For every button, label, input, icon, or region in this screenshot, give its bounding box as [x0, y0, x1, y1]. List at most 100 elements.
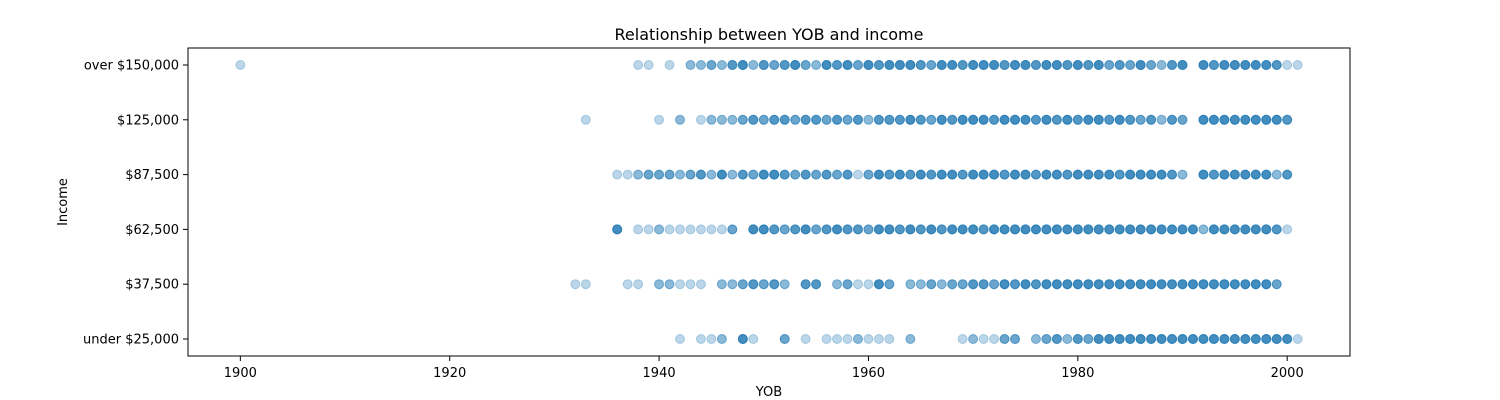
scatter-point — [1051, 224, 1062, 235]
scatter-point — [1051, 169, 1062, 180]
scatter-point — [737, 334, 748, 344]
scatter-point — [1114, 114, 1125, 125]
scatter-point — [1020, 279, 1031, 290]
scatter-point — [758, 224, 769, 235]
scatter-point — [769, 279, 780, 290]
scatter-point — [1051, 60, 1062, 70]
scatter-point — [1198, 114, 1209, 125]
scatter-point — [1261, 279, 1272, 290]
scatter-point — [633, 169, 644, 180]
scatter-point — [968, 169, 979, 180]
scatter-point — [1229, 114, 1240, 125]
scatter-point — [1010, 60, 1021, 70]
scatter-point — [863, 334, 874, 344]
scatter-point — [926, 60, 937, 70]
scatter-point — [1041, 60, 1052, 70]
scatter-point — [1282, 114, 1293, 125]
scatter-point — [1030, 114, 1041, 125]
scatter-point — [1062, 334, 1073, 344]
scatter-point — [863, 114, 874, 125]
scatter-point — [1177, 60, 1188, 70]
scatter-point — [884, 60, 895, 70]
scatter-point — [758, 169, 769, 180]
scatter-point — [1240, 279, 1251, 290]
scatter-point — [884, 169, 895, 180]
scatter-point — [852, 334, 863, 344]
scatter-point — [727, 114, 738, 125]
scatter-point — [1219, 334, 1230, 344]
scatter-point — [1250, 279, 1261, 290]
scatter-point — [1083, 224, 1094, 235]
scatter-point — [1114, 114, 1125, 125]
scatter-point — [1083, 279, 1094, 290]
scatter-point — [1041, 279, 1052, 290]
scatter-point — [821, 114, 832, 125]
scatter-point — [915, 169, 926, 180]
scatter-point — [1020, 224, 1031, 235]
scatter-point — [1125, 60, 1136, 70]
scatter-point — [905, 114, 916, 125]
scatter-point — [1125, 169, 1136, 180]
scatter-point — [999, 114, 1010, 125]
scatter-point — [748, 114, 759, 125]
scatter-point — [1229, 60, 1240, 70]
scatter-point — [968, 279, 979, 290]
scatter-point — [716, 169, 727, 180]
scatter-point — [1051, 279, 1062, 290]
scatter-point — [1114, 279, 1125, 290]
scatter-point — [1020, 169, 1031, 180]
scatter-point — [915, 60, 926, 70]
scatter-point — [999, 279, 1010, 290]
scatter-point — [1261, 114, 1272, 125]
scatter-point — [1093, 334, 1104, 344]
scatter-point — [769, 279, 780, 290]
scatter-point — [811, 169, 822, 180]
scatter-point — [695, 114, 706, 125]
scatter-point — [936, 169, 947, 180]
scatter-point — [1093, 279, 1104, 290]
scatter-point — [779, 279, 790, 290]
scatter-point — [1229, 279, 1240, 290]
scatter-point — [1208, 334, 1219, 344]
scatter-point — [1250, 60, 1261, 70]
scatter-point — [1198, 60, 1209, 70]
scatter-point — [1062, 114, 1073, 125]
scatter-point — [779, 334, 790, 344]
scatter-point — [842, 169, 853, 180]
scatter-point — [968, 114, 979, 125]
scatter-point — [978, 60, 989, 70]
scatter-point — [1041, 60, 1052, 70]
scatter-point — [1114, 169, 1125, 180]
scatter-point — [1083, 114, 1094, 125]
scatter-point — [1041, 334, 1052, 344]
scatter-point — [716, 334, 727, 344]
scatter-point — [1177, 279, 1188, 290]
scatter-point — [1229, 334, 1240, 344]
scatter-point — [1208, 169, 1219, 180]
scatter-point — [1135, 334, 1146, 344]
scatter-point — [842, 60, 853, 70]
scatter-point — [1229, 224, 1240, 235]
scatter-point — [821, 60, 832, 70]
scatter-point — [654, 224, 665, 235]
scatter-point — [832, 60, 843, 70]
scatter-point — [999, 169, 1010, 180]
scatter-point — [1198, 224, 1209, 235]
scatter-point — [821, 224, 832, 235]
scatter-point — [821, 334, 832, 344]
scatter-point — [811, 169, 822, 180]
scatter-point — [811, 279, 822, 290]
scatter-point — [1167, 224, 1178, 235]
scatter-point — [1093, 169, 1104, 180]
scatter-point — [800, 224, 811, 235]
scatter-point — [1282, 334, 1293, 344]
scatter-point — [1051, 224, 1062, 235]
scatter-point — [1219, 169, 1230, 180]
scatter-point — [1156, 60, 1167, 70]
scatter-point — [748, 169, 759, 180]
scatter-point — [884, 169, 895, 180]
scatter-point — [832, 114, 843, 125]
scatter-point — [664, 279, 675, 290]
scatter-point — [685, 169, 696, 180]
scatter-point — [769, 224, 780, 235]
